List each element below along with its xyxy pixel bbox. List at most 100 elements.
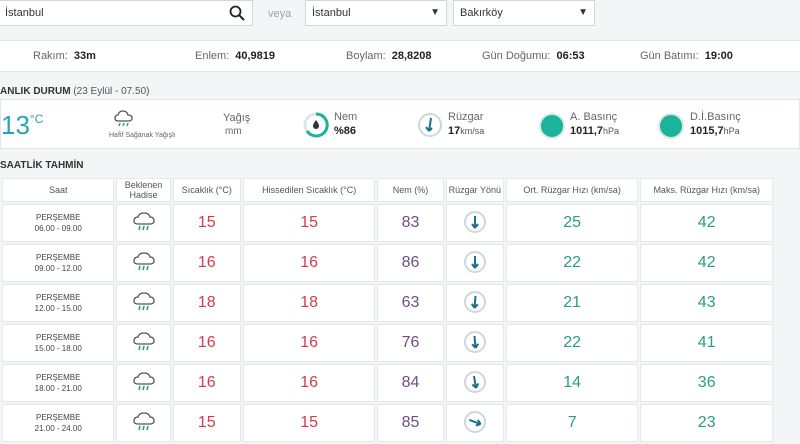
wind-arrow-icon <box>463 411 486 433</box>
temp-cell: 16 <box>172 244 241 282</box>
feel-cell: 15 <box>242 404 376 442</box>
humidity-cell: 85 <box>377 404 444 442</box>
wind-direction-cell <box>445 404 504 442</box>
dibasinc-value: 1015,7hPa <box>690 125 740 137</box>
search-value: İstanbul <box>5 7 44 19</box>
condition-text: Hafif Sağanak Yağışlı <box>109 132 176 139</box>
rain-cloud-icon <box>132 372 155 391</box>
feel-cell: 18 <box>242 284 376 322</box>
temp-cell: 16 <box>172 324 241 362</box>
rain-cloud-icon <box>132 412 155 431</box>
enlem: Enlem: 40,9819 <box>195 50 276 62</box>
feel-cell: 16 <box>242 244 376 282</box>
abasinc-label: A. Basınç <box>570 111 618 123</box>
current-conditions: 13°C Hafif Sağanak Yağışlı Yağış mm Nem … <box>0 99 800 149</box>
abasinc-value: 1011,7hPa <box>570 125 620 137</box>
feel-cell: 16 <box>242 364 376 402</box>
rain-cloud-icon <box>132 332 155 351</box>
temp-cell: 18 <box>172 284 241 322</box>
col-maks-ruzgar: Maks. Rüzgar Hızı (km/sa) <box>640 178 773 202</box>
max-wind-cell: 42 <box>640 204 773 242</box>
hadise-cell <box>116 404 171 442</box>
period-cell: PERŞEMBE 21.00 - 24.00 <box>2 404 115 442</box>
search-icon[interactable] <box>228 4 246 22</box>
table-row: PERŞEMBE 12.00 - 15.00 18 18 63 21 43 <box>2 284 773 322</box>
veya-label: veya <box>268 8 292 20</box>
wind-direction-icon <box>418 113 442 137</box>
humidity-cell: 63 <box>377 284 444 322</box>
current-temp: 13°C <box>1 110 44 140</box>
max-wind-cell: 41 <box>640 324 773 362</box>
max-wind-cell: 43 <box>640 284 773 322</box>
rain-cloud-icon <box>114 110 133 127</box>
table-row: PERŞEMBE 15.00 - 18.00 16 16 76 22 41 <box>2 324 773 362</box>
avg-wind-cell: 25 <box>505 204 639 242</box>
wind-direction-cell <box>445 324 504 362</box>
col-nem: Nem (%) <box>377 178 444 202</box>
boylam: Boylam: 28,8208 <box>346 50 432 62</box>
gun-batimi: Gün Batımı: 19:00 <box>640 50 733 62</box>
location-info-bar: Rakım: 33m Enlem: 40,9819 Boylam: 28,8208 G… <box>0 40 800 72</box>
wind-direction-cell <box>445 364 504 402</box>
humidity-cell: 84 <box>377 364 444 402</box>
wind-direction-cell <box>445 244 504 282</box>
hadise-cell <box>116 244 171 282</box>
search-input[interactable]: İstanbul <box>0 0 253 26</box>
temp-cell: 16 <box>172 364 241 402</box>
nem-label: Nem <box>334 111 358 123</box>
period-cell: PERŞEMBE 09.00 - 12.00 <box>2 244 115 282</box>
avg-wind-cell: 22 <box>505 324 639 362</box>
ruzgar-value: 17km/sa <box>448 125 485 137</box>
wind-arrow-icon <box>463 211 486 233</box>
nem-value: %86 <box>334 125 357 137</box>
city-select[interactable]: İstanbul ▼ <box>305 0 447 26</box>
period-cell: PERŞEMBE 15.00 - 18.00 <box>2 324 115 362</box>
pressure-icon <box>539 113 565 139</box>
col-ort-ruzgar: Ort. Rüzgar Hızı (km/sa) <box>505 178 639 202</box>
ruzgar-label: Rüzgar <box>448 111 484 123</box>
current-section-title: ANLIK DURUM (23 Eylül - 07.50) <box>0 86 150 97</box>
chevron-down-icon: ▼ <box>578 7 588 18</box>
max-wind-cell: 42 <box>640 244 773 282</box>
chevron-down-icon: ▼ <box>430 7 440 18</box>
wind-arrow-icon <box>463 251 486 273</box>
table-row: PERŞEMBE 09.00 - 12.00 16 16 86 22 42 <box>2 244 773 282</box>
hadise-cell <box>116 364 171 402</box>
humidity-cell: 86 <box>377 244 444 282</box>
temp-cell: 15 <box>172 404 241 442</box>
table-row: PERŞEMBE 06.00 - 09.00 15 15 83 25 42 <box>2 204 773 242</box>
hadise-cell <box>116 284 171 322</box>
rain-cloud-icon <box>132 252 155 271</box>
hourly-section-title: SAATLİK TAHMİN <box>0 160 84 171</box>
col-hadise: Beklenen Hadise <box>116 178 171 202</box>
col-sicaklik: Sıcaklık (°C) <box>172 178 241 202</box>
rain-unit: mm <box>225 126 242 137</box>
period-cell: PERŞEMBE 18.00 - 21.00 <box>2 364 115 402</box>
hadise-cell <box>116 204 171 242</box>
wind-arrow-icon <box>463 291 486 313</box>
col-saat: Saat <box>2 178 115 202</box>
sea-pressure-icon <box>658 113 684 139</box>
temp-cell: 15 <box>172 204 241 242</box>
avg-wind-cell: 14 <box>505 364 639 402</box>
col-ruzgar-yonu: Rüzgar Yönü <box>445 178 504 202</box>
top-bar: İstanbul veya İstanbul ▼ Bakırköy ▼ <box>0 0 800 38</box>
avg-wind-cell: 7 <box>505 404 639 442</box>
table-row: PERŞEMBE 21.00 - 24.00 15 15 85 7 23 <box>2 404 773 442</box>
wind-direction-cell <box>445 204 504 242</box>
district-select[interactable]: Bakırköy ▼ <box>453 0 595 26</box>
wind-arrow-icon <box>463 371 486 393</box>
hourly-forecast-table: Saat Beklenen Hadise Sıcaklık (°C) Hisse… <box>0 176 775 444</box>
humidity-cell: 76 <box>377 324 444 362</box>
humidity-cell: 83 <box>377 204 444 242</box>
city-select-value: İstanbul <box>312 7 351 19</box>
table-header-row: Saat Beklenen Hadise Sıcaklık (°C) Hisse… <box>2 178 773 202</box>
feel-cell: 16 <box>242 324 376 362</box>
max-wind-cell: 23 <box>640 404 773 442</box>
col-hissedilen: Hissedilen Sıcaklık (°C) <box>242 178 376 202</box>
wind-direction-cell <box>445 284 504 322</box>
table-row: PERŞEMBE 18.00 - 21.00 16 16 84 14 36 <box>2 364 773 402</box>
rain-cloud-icon <box>132 212 155 231</box>
rakim: Rakım: 33m <box>33 50 96 62</box>
dibasinc-label: D.İ.Basınç <box>690 111 741 123</box>
